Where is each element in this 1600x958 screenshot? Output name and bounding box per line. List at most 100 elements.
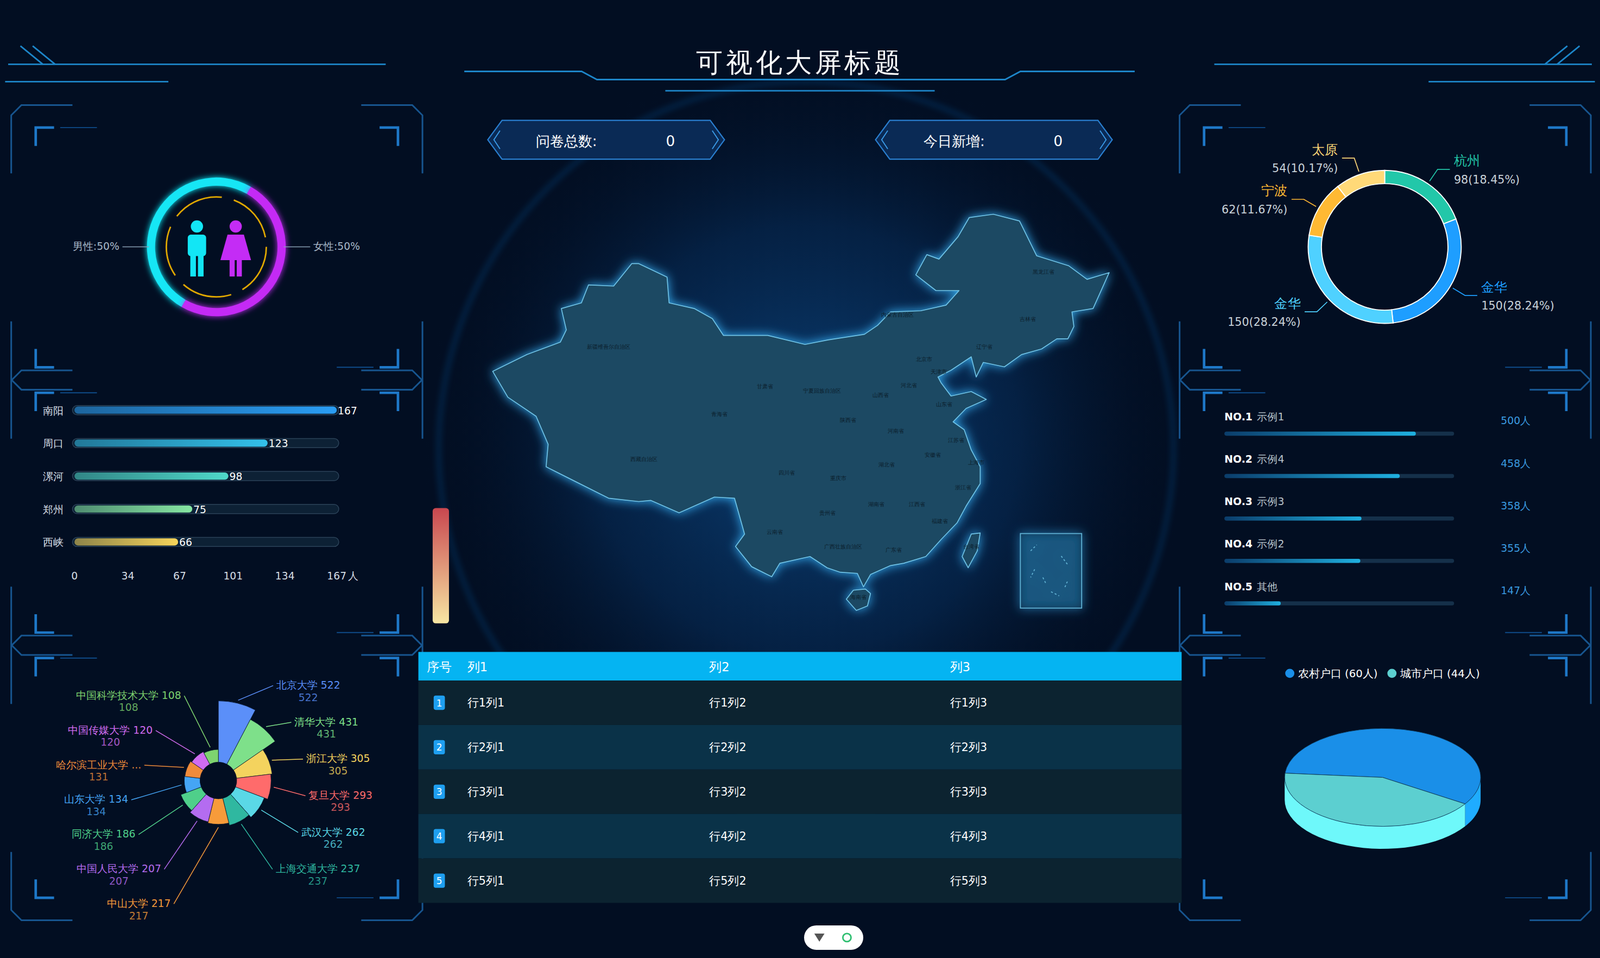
region-label: 福建省 (931, 517, 948, 524)
female-icon (229, 220, 243, 233)
region-label: 黑龙江省 (1032, 268, 1055, 275)
label-line (1429, 169, 1450, 182)
rank-value: 358人 (1500, 500, 1531, 512)
table-cell: 行5列1 (467, 874, 505, 888)
title-decoration (1557, 46, 1580, 65)
gender-slice (147, 177, 252, 307)
region-label: 吉林省 (1019, 315, 1036, 322)
stat-value: 0 (665, 133, 675, 150)
table-cell: 3 (436, 786, 443, 798)
rose-label: 中国科学技术大学 108 (76, 689, 182, 701)
rose-value: 120 (100, 736, 120, 748)
donut-value: 150(28.24%) (1227, 315, 1301, 329)
panel-corner (35, 392, 398, 632)
table-row (418, 813, 1182, 859)
panel-corner (1204, 392, 1567, 632)
region-label: 湖南省 (868, 500, 885, 508)
title-decoration (20, 46, 43, 65)
rose-value: 431 (316, 728, 337, 740)
rank-value: 458人 (1500, 457, 1531, 470)
panel-line (1228, 127, 1542, 368)
data-label: 123 (268, 437, 289, 449)
donut-slice (1308, 186, 1346, 238)
label-line (163, 820, 198, 870)
label-line (144, 764, 185, 768)
rose-label: 清华大学 431 (294, 716, 359, 728)
table-cell: 1 (436, 697, 443, 709)
label-line (1291, 199, 1317, 207)
rose-label: 中山大学 217 (106, 897, 172, 909)
legend-label: 农村户口 (60人) (1298, 667, 1378, 680)
label-line (131, 784, 182, 800)
rose-label: 复旦大学 293 (308, 789, 373, 801)
gender-label: 男性:50% (72, 240, 120, 252)
female-icon (236, 257, 242, 277)
rank-track (1224, 558, 1454, 564)
row-badge (433, 740, 446, 755)
donut-label: 金华 (1481, 279, 1508, 295)
tick-label: 67 (173, 570, 187, 582)
label-line (266, 722, 292, 727)
map-inset-islands (1030, 544, 1068, 596)
panel-bracket (1179, 370, 1591, 655)
bar-track (72, 405, 339, 415)
stat-label: 问卷总数: (535, 133, 598, 150)
rank: NO.4 (1224, 538, 1252, 550)
region-label: 重庆市 (830, 474, 847, 482)
region-label: 新疆维吾尔自治区 (586, 343, 631, 350)
donut-slice (1391, 218, 1462, 323)
rank-track (1224, 473, 1454, 479)
bar (74, 406, 337, 414)
bar (74, 472, 229, 480)
title-decoration (8, 63, 386, 66)
table-header-cell: 列1 (467, 659, 488, 674)
inner-ring (166, 197, 267, 297)
label-line (122, 246, 150, 248)
title-decoration (1545, 46, 1568, 65)
table-header-cell: 列2 (709, 659, 730, 674)
panel-line (60, 658, 374, 898)
table-row (418, 858, 1182, 903)
panel-bracket (11, 370, 423, 655)
panel-bracket (1179, 104, 1591, 390)
rose-value: 108 (118, 701, 139, 713)
rose-value: 237 (308, 875, 328, 887)
legend-marker (1387, 668, 1397, 678)
region-label: 甘肃省 (756, 382, 774, 390)
donut-label: 金华 (1274, 295, 1301, 312)
rank-track (1224, 431, 1454, 436)
table-cell: 行3列3 (950, 785, 988, 799)
page: {"title": "可视化大屏标题", "stats": [{"label":… (0, 0, 1600, 958)
region-label: 河南省 (887, 427, 904, 434)
category-label: 漯河 (42, 470, 64, 483)
region-label: 西藏自治区 (630, 455, 658, 463)
table-cell: 行4列1 (467, 829, 505, 843)
table-cell: 2 (436, 741, 443, 753)
rank-name: 示例2 (1257, 538, 1285, 550)
data-label: 75 (193, 503, 207, 516)
title-decoration (32, 46, 55, 65)
rose-value: 131 (89, 770, 109, 783)
rose-value: 134 (86, 805, 106, 818)
panel-corner (1204, 658, 1567, 898)
table-cell: 行5列2 (709, 874, 746, 888)
row-badge (433, 784, 446, 799)
donut-slice (1307, 235, 1393, 324)
label-line (1452, 287, 1478, 296)
rank-track (1224, 601, 1454, 606)
table-cell: 行2列2 (709, 740, 746, 754)
rose-label: 中国人民大学 207 (76, 862, 162, 875)
table-cell: 行2列3 (950, 740, 988, 754)
rose-label: 同济大学 186 (71, 827, 136, 840)
region-label: 陕西省 (839, 416, 857, 423)
donut-value: 54(10.17%) (1272, 161, 1338, 175)
rose-value: 262 (323, 838, 344, 850)
rank: NO.1 (1224, 410, 1252, 423)
label-line (283, 246, 311, 248)
rose-label: 山东大学 134 (64, 793, 129, 805)
panel-bracket (11, 635, 423, 920)
label-line (273, 787, 306, 796)
donut-value: 150(28.24%) (1481, 299, 1554, 313)
table-cell: 行3列2 (709, 785, 746, 799)
rank-name: 示例3 (1257, 495, 1285, 508)
